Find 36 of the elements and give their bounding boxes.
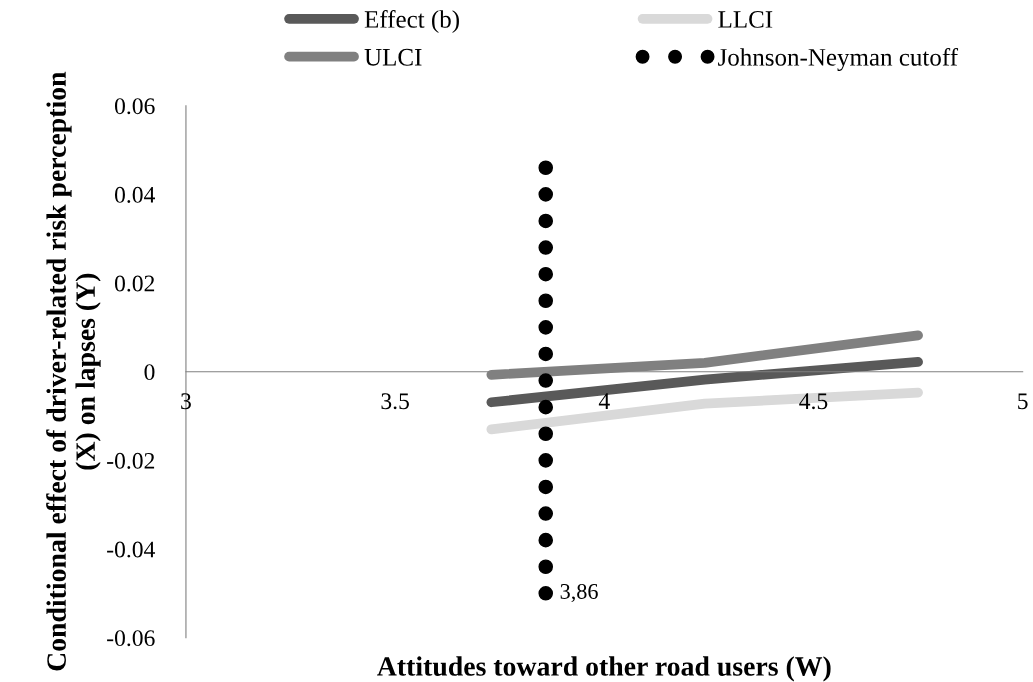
y-tick-label: -0.04	[107, 541, 156, 558]
point	[538, 532, 554, 548]
point	[538, 559, 554, 575]
point	[538, 586, 554, 601]
x-tick-label: 3.5	[381, 393, 409, 410]
legend-label: Johnson-Neyman cutoff	[718, 47, 959, 71]
x-tick-label: 5	[1018, 393, 1028, 410]
x-tick-label: 3	[181, 393, 191, 410]
annotation: 3,86	[560, 583, 598, 603]
y-tick-label: 0	[144, 364, 155, 381]
point	[538, 160, 554, 176]
legend-label: ULCI	[364, 48, 422, 66]
y-tick-label: -0.06	[107, 630, 155, 647]
y-tick-label: 0.06	[114, 98, 155, 115]
point	[538, 240, 554, 255]
point	[538, 506, 554, 521]
point	[538, 187, 554, 202]
y-tick-label: -0.02	[107, 452, 155, 469]
point	[538, 426, 554, 442]
point	[538, 479, 554, 495]
point	[538, 266, 554, 282]
legend-label: Effect (b)	[364, 10, 459, 33]
point	[538, 453, 554, 468]
y-axis-title: Conditional effect of driver-related risk perception (X) on lapses (Y)	[46, 71, 101, 671]
point	[538, 373, 554, 388]
y-tick-label: 0.02	[114, 275, 155, 292]
x-axis-title: Attitudes toward other road users (W)	[377, 656, 831, 682]
point	[538, 399, 554, 415]
x-tick-label: 4.5	[799, 393, 828, 410]
point	[538, 320, 554, 335]
y-tick-label: 0.04	[114, 186, 156, 203]
point	[538, 293, 554, 309]
legend-label: LLCI	[718, 11, 773, 28]
point	[538, 213, 554, 229]
x-tick-label: 4	[598, 393, 610, 409]
point	[538, 346, 554, 362]
